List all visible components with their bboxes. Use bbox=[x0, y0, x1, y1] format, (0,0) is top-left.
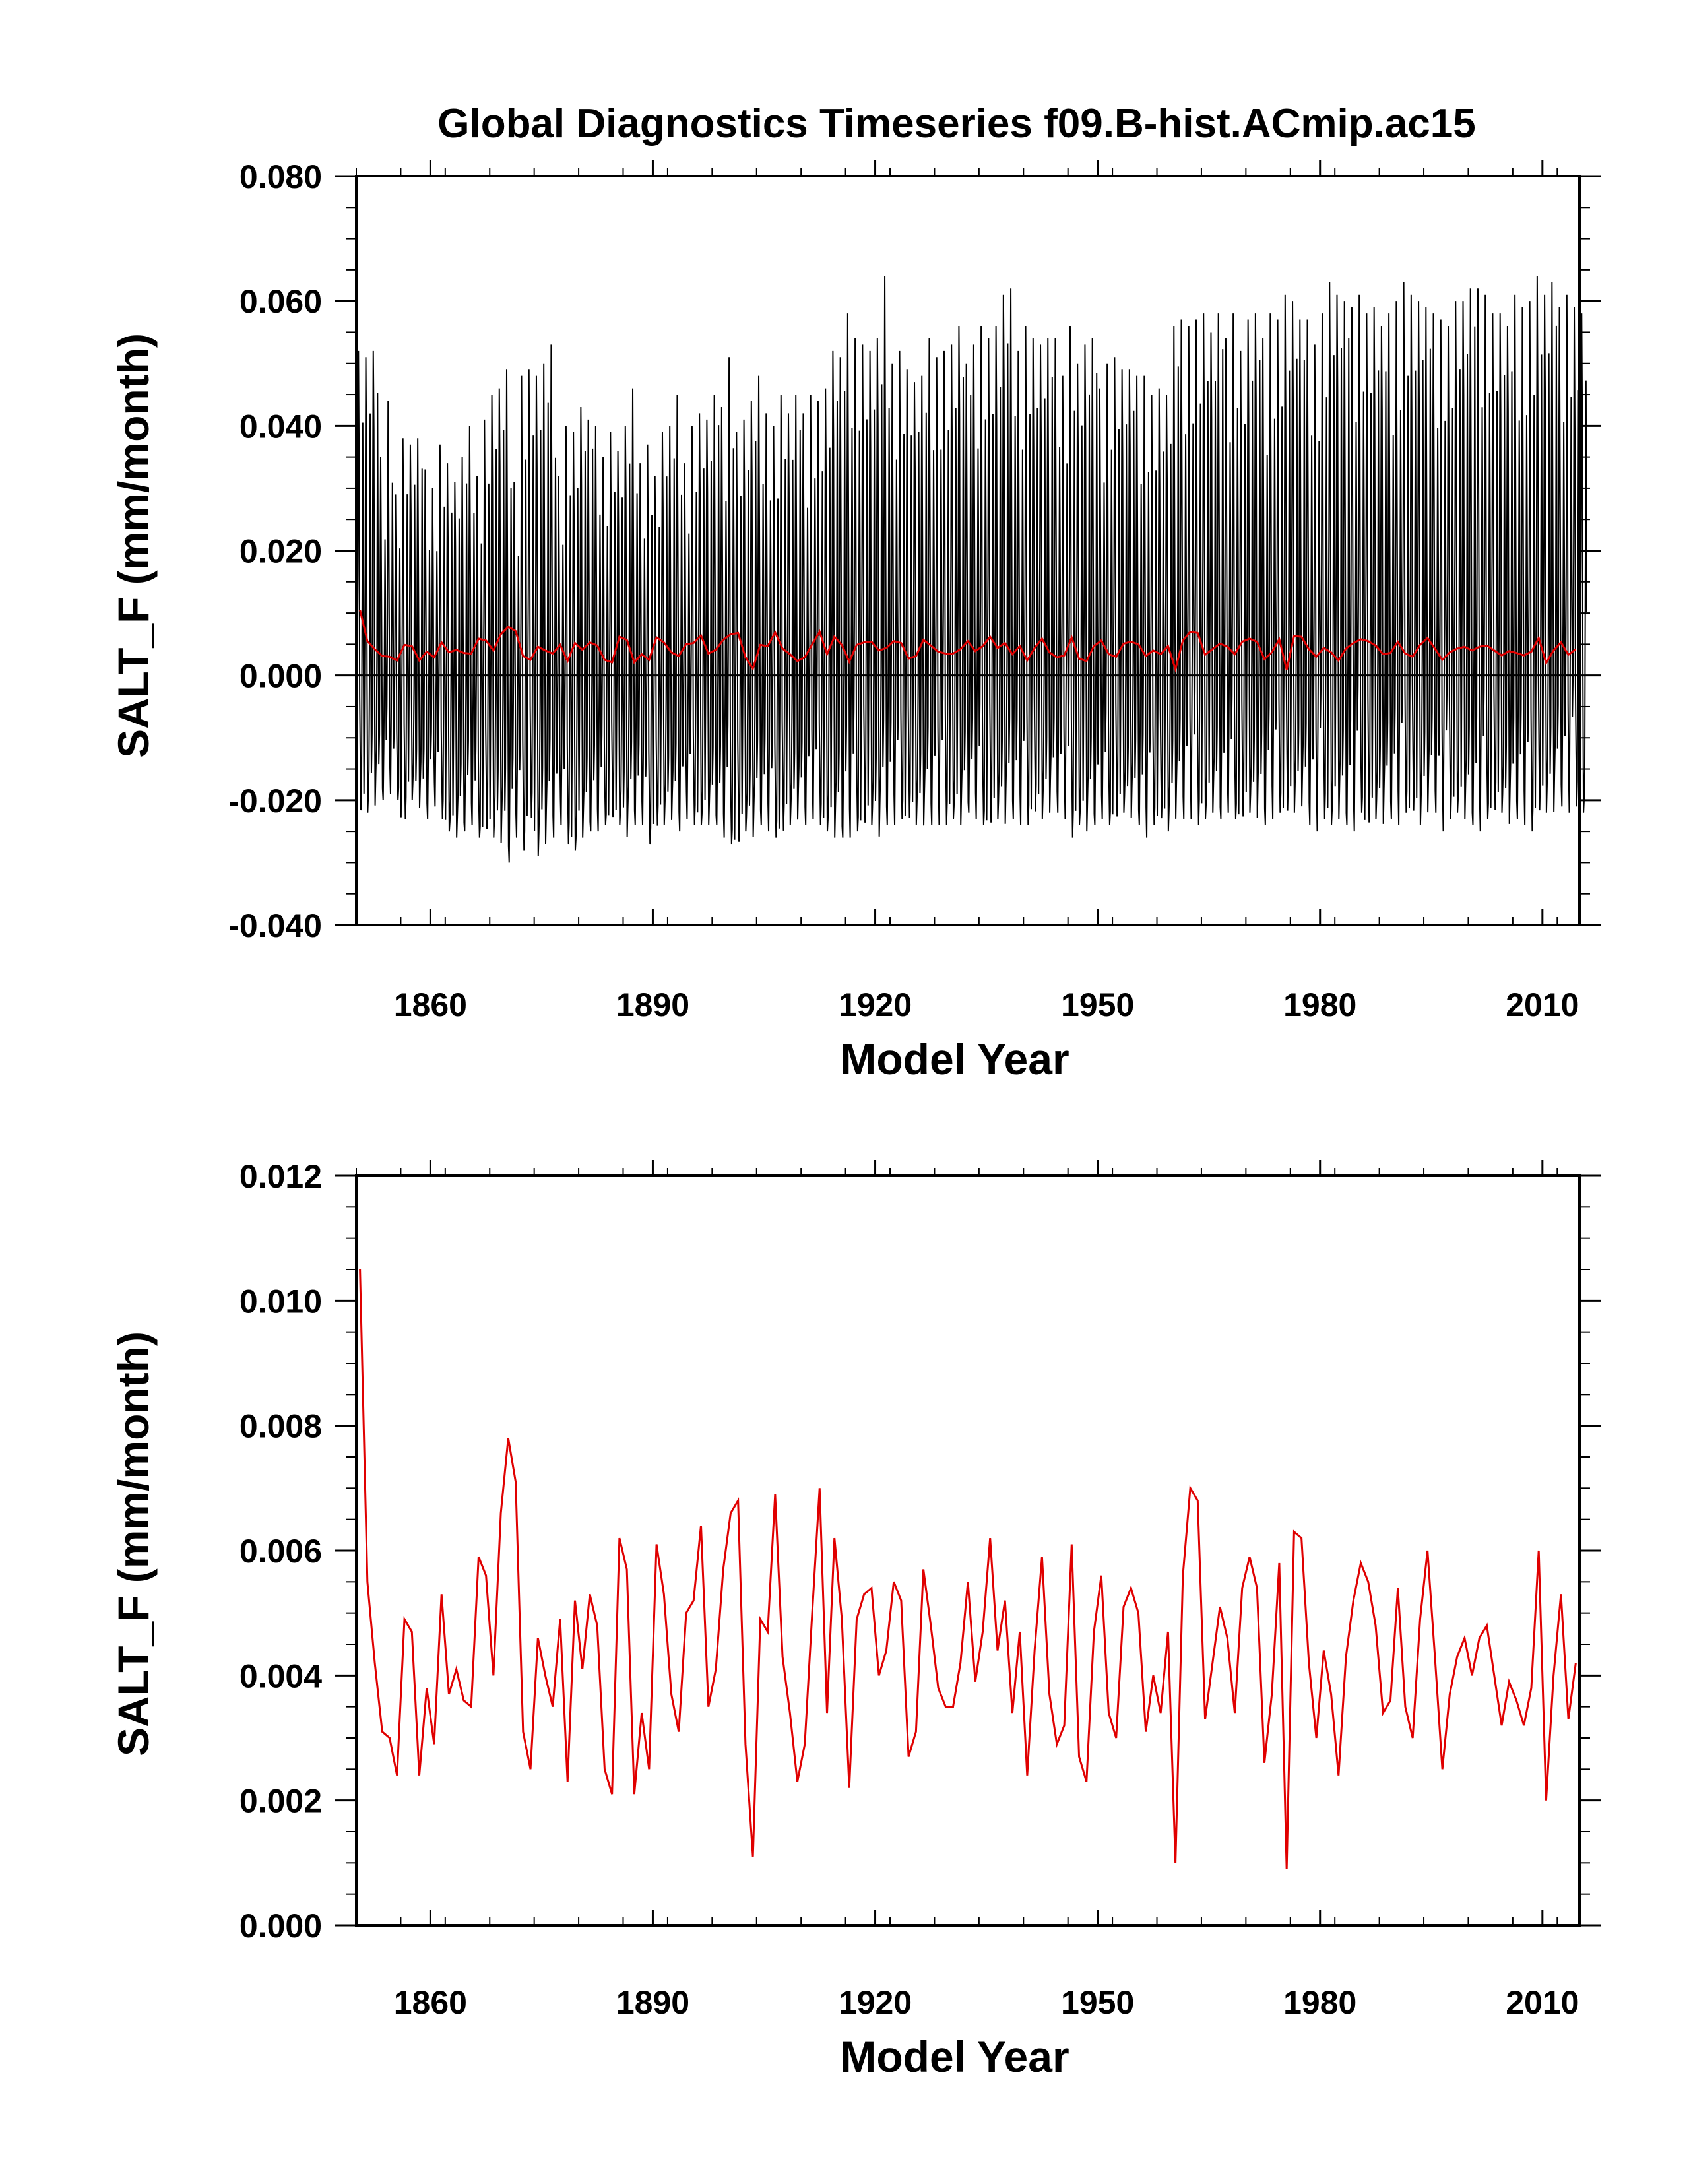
bottom-x-axis-label: Model Year bbox=[840, 2032, 1069, 2081]
bottom-x-tick-label: 1860 bbox=[394, 1984, 467, 2021]
top-x-axis-label: Model Year bbox=[840, 1035, 1069, 1083]
top-y-tick-label: -0.040 bbox=[228, 907, 322, 944]
bottom-x-tick-label: 1920 bbox=[839, 1984, 912, 2021]
bottom-panel: 1860 1890 1920 1950 1980 2010 0.000 0.002 0.004 0… bbox=[109, 1158, 1601, 2081]
top-y-tick-label: 0.020 bbox=[239, 533, 322, 570]
bottom-x-tick-label: 1980 bbox=[1283, 1984, 1356, 2021]
top-panel: 1860 1890 1920 1950 1980 2010 -0.040 -0.020 0.00… bbox=[109, 158, 1601, 1083]
bottom-y-axis-label: SALT_F (mm/month) bbox=[109, 1332, 158, 1756]
monthly-series bbox=[356, 276, 1587, 863]
top-x-tick-label: 1860 bbox=[394, 986, 467, 1023]
bottom-y-tick-label: 0.012 bbox=[239, 1158, 322, 1195]
figure-title: Global Diagnostics Timeseries f09.B-hist… bbox=[437, 101, 1476, 146]
top-x-tick-label: 1980 bbox=[1283, 986, 1356, 1023]
bottom-x-tick-label: 1890 bbox=[616, 1984, 689, 2021]
top-y-tick-label: 0.000 bbox=[239, 658, 322, 695]
top-y-tick-label: 0.060 bbox=[239, 283, 322, 320]
top-y-axis-label: SALT_F (mm/month) bbox=[109, 333, 158, 758]
bottom-y-tick-label: 0.002 bbox=[239, 1783, 322, 1820]
bottom-y-tick-label: 0.008 bbox=[239, 1408, 322, 1445]
bottom-y-tick-label: 0.010 bbox=[239, 1283, 322, 1320]
bottom-x-tick-label: 1950 bbox=[1061, 1984, 1134, 2021]
top-y-tick-label: 0.040 bbox=[239, 408, 322, 445]
top-y-tick-label: -0.020 bbox=[228, 783, 322, 819]
top-x-tick-label: 1950 bbox=[1061, 986, 1134, 1023]
bottom-y-tick-label: 0.004 bbox=[239, 1657, 322, 1694]
bottom-y-tick-label: 0.006 bbox=[239, 1533, 322, 1570]
top-x-tick-label: 1920 bbox=[839, 986, 912, 1023]
bottom-axes: 1860 1890 1920 1950 1980 2010 0.000 0.002 0.004 0… bbox=[239, 1158, 1601, 2021]
monthly-series-line bbox=[356, 276, 1587, 863]
bottom-plot-frame bbox=[355, 1174, 1581, 1927]
annual-mean-line bbox=[359, 610, 1577, 673]
top-x-tick-label: 2010 bbox=[1506, 986, 1579, 1023]
bottom-x-tick-label: 2010 bbox=[1506, 1984, 1579, 2021]
bottom-y-tick-label: 0.000 bbox=[239, 1908, 322, 1944]
top-x-tick-label: 1890 bbox=[616, 986, 689, 1023]
top-y-tick-label: 0.080 bbox=[239, 158, 322, 195]
top-axes: 1860 1890 1920 1950 1980 2010 -0.040 -0.020 0.00… bbox=[228, 158, 1601, 1023]
annual-mean-line bbox=[359, 1269, 1577, 1869]
